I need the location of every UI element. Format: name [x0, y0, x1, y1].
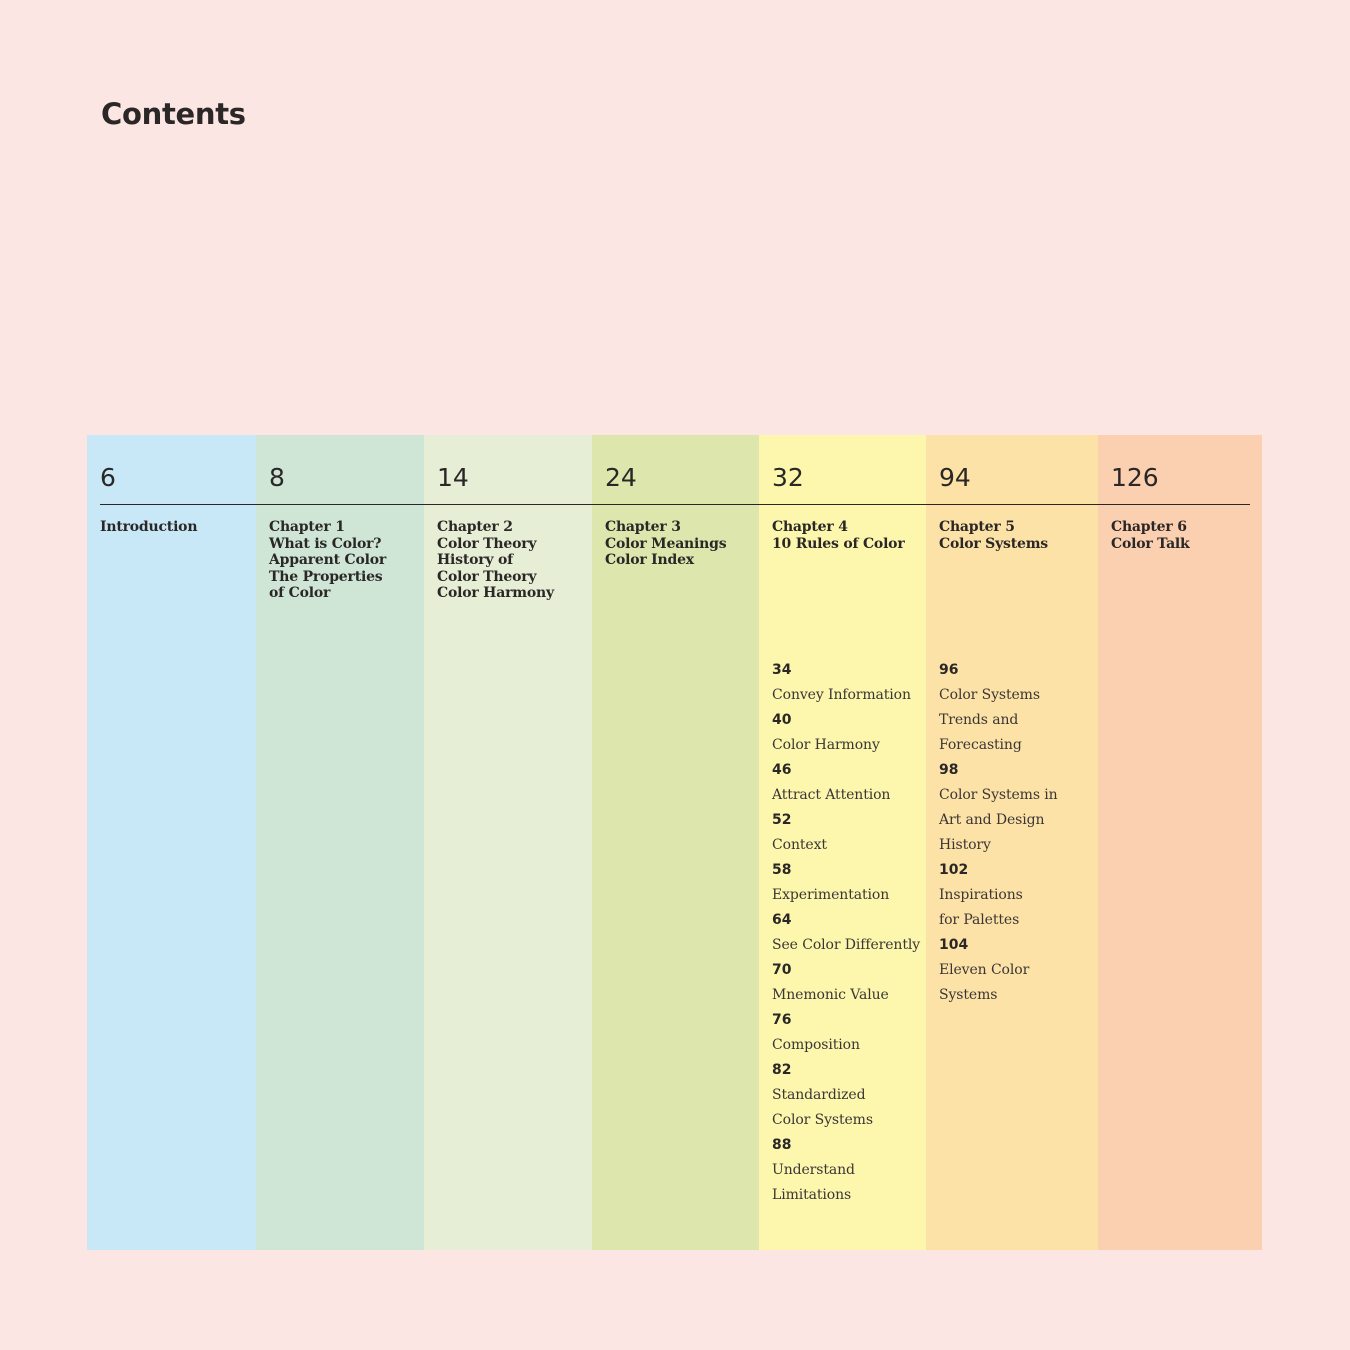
section-entry[interactable]: 88 Understand Limitations [772, 1133, 922, 1208]
section-entry[interactable]: 104 Eleven Color Systems [939, 933, 1089, 1008]
section-page-number: 104 [939, 937, 969, 953]
section-entry[interactable]: 82 Standardized Color Systems [772, 1058, 922, 1133]
toc-column-chapter-1[interactable]: 8 Chapter 1 What is Color? Apparent Colo… [256, 435, 424, 1250]
toc-column-chapter-2[interactable]: 14 Chapter 2 Color Theory History of Col… [424, 435, 592, 1250]
section-entry[interactable]: 46 Attract Attention [772, 758, 922, 808]
chapter-title: Chapter 3 Color Meanings Color Index [605, 519, 727, 569]
section-page-number: 64 [772, 912, 792, 928]
section-title: Inspirations for Palettes [939, 887, 1023, 928]
section-title: Composition [772, 1037, 860, 1053]
section-title: Experimentation [772, 887, 890, 903]
section-entry[interactable]: 40 Color Harmony [772, 708, 922, 758]
contents-table: 6 Introduction 8 Chapter 1 What is Color… [87, 435, 1262, 1250]
section-title: Color Systems in Art and Design History [939, 787, 1058, 853]
section-title: Context [772, 837, 827, 853]
section-page-number: 70 [772, 962, 792, 978]
chapter-title: Chapter 5 Color Systems [939, 519, 1048, 552]
page-number: 32 [772, 463, 804, 492]
section-title: Understand Limitations [772, 1162, 855, 1203]
section-list: 34 Convey Information 40 Color Harmony 46 A… [772, 658, 922, 1208]
section-page-number: 76 [772, 1012, 792, 1028]
section-page-number: 102 [939, 862, 969, 878]
section-page-number: 46 [772, 762, 792, 778]
section-entry[interactable]: 76 Composition [772, 1008, 922, 1058]
page-number: 24 [605, 463, 637, 492]
section-entry[interactable]: 96 Color Systems Trends and Forecasting [939, 658, 1089, 758]
page-number: 94 [939, 463, 971, 492]
chapter-title: Chapter 1 What is Color? Apparent Color … [269, 519, 387, 602]
section-page-number: 96 [939, 662, 959, 678]
section-entry[interactable]: 52 Context [772, 808, 922, 858]
section-entry[interactable]: 102 Inspirations for Palettes [939, 858, 1089, 933]
chapter-title: Chapter 4 10 Rules of Color [772, 519, 905, 552]
chapter-title: Chapter 6 Color Talk [1111, 519, 1190, 552]
section-entry[interactable]: 98 Color Systems in Art and Design Histor… [939, 758, 1089, 858]
section-page-number: 34 [772, 662, 792, 678]
chapter-title: Chapter 2 Color Theory History of Color … [437, 519, 554, 602]
section-page-number: 58 [772, 862, 792, 878]
page-number: 126 [1111, 463, 1159, 492]
section-entry[interactable]: 58 Experimentation [772, 858, 922, 908]
section-title: Standardized Color Systems [772, 1087, 873, 1128]
section-list: 96 Color Systems Trends and Forecasting 9… [939, 658, 1089, 1008]
toc-column-chapter-6[interactable]: 126 Chapter 6 Color Talk [1098, 435, 1262, 1250]
toc-column-chapter-3[interactable]: 24 Chapter 3 Color Meanings Color Index [592, 435, 759, 1250]
section-page-number: 52 [772, 812, 792, 828]
section-title: Color Harmony [772, 737, 880, 753]
toc-column-chapter-4[interactable]: 32 Chapter 4 10 Rules of Color 34 Convey … [759, 435, 926, 1250]
section-entry[interactable]: 64 See Color Differently [772, 908, 922, 958]
section-title: Mnemonic Value [772, 987, 889, 1003]
section-entry[interactable]: 70 Mnemonic Value [772, 958, 922, 1008]
section-page-number: 40 [772, 712, 792, 728]
page-number: 6 [100, 463, 116, 492]
section-page-number: 82 [772, 1062, 792, 1078]
section-title: See Color Differently [772, 937, 921, 953]
toc-column-introduction[interactable]: 6 Introduction [87, 435, 256, 1250]
page-number: 14 [437, 463, 469, 492]
section-page-number: 98 [939, 762, 959, 778]
section-entry[interactable]: 34 Convey Information [772, 658, 922, 708]
section-title: Convey Information [772, 687, 911, 703]
page-number: 8 [269, 463, 285, 492]
section-page-number: 88 [772, 1137, 792, 1153]
section-title: Eleven Color Systems [939, 962, 1030, 1003]
section-title: Attract Attention [772, 787, 891, 803]
chapter-title: Introduction [100, 519, 198, 535]
header-rule [100, 504, 1250, 505]
section-title: Color Systems Trends and Forecasting [939, 687, 1040, 753]
toc-column-chapter-5[interactable]: 94 Chapter 5 Color Systems 96 Color Syste… [926, 435, 1098, 1250]
page-title: Contents [101, 97, 246, 131]
